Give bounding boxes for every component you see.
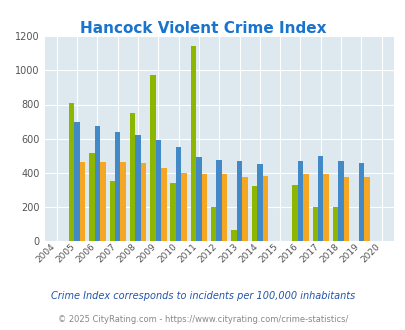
Bar xyxy=(262,176,267,241)
Bar xyxy=(170,183,175,241)
Bar xyxy=(120,162,126,241)
Bar xyxy=(89,153,94,241)
Bar xyxy=(135,135,141,241)
Bar xyxy=(115,132,120,241)
Bar xyxy=(363,177,369,241)
Bar xyxy=(94,126,100,241)
Bar xyxy=(190,46,196,241)
Bar xyxy=(332,207,337,241)
Bar xyxy=(74,121,80,241)
Bar xyxy=(323,174,328,241)
Bar xyxy=(141,163,146,241)
Bar xyxy=(303,174,308,241)
Text: Hancock Violent Crime Index: Hancock Violent Crime Index xyxy=(79,21,326,36)
Bar xyxy=(150,75,155,241)
Bar xyxy=(201,174,207,241)
Bar xyxy=(251,186,256,241)
Bar xyxy=(236,161,242,241)
Bar xyxy=(130,113,135,241)
Bar xyxy=(337,161,343,241)
Bar xyxy=(256,164,262,241)
Bar xyxy=(292,185,297,241)
Bar xyxy=(216,160,222,241)
Bar xyxy=(155,140,161,241)
Bar xyxy=(231,230,236,241)
Bar xyxy=(161,168,166,241)
Bar xyxy=(211,207,216,241)
Bar xyxy=(343,177,348,241)
Text: © 2025 CityRating.com - https://www.cityrating.com/crime-statistics/: © 2025 CityRating.com - https://www.city… xyxy=(58,315,347,324)
Bar xyxy=(222,174,227,241)
Bar xyxy=(196,156,201,241)
Bar xyxy=(175,147,181,241)
Bar xyxy=(109,181,115,241)
Bar xyxy=(80,162,85,241)
Bar xyxy=(297,161,303,241)
Text: Crime Index corresponds to incidents per 100,000 inhabitants: Crime Index corresponds to incidents per… xyxy=(51,291,354,301)
Bar xyxy=(317,156,323,241)
Bar xyxy=(358,163,363,241)
Bar xyxy=(312,207,317,241)
Bar xyxy=(100,162,105,241)
Bar xyxy=(69,103,74,241)
Bar xyxy=(242,177,247,241)
Bar xyxy=(181,173,186,241)
